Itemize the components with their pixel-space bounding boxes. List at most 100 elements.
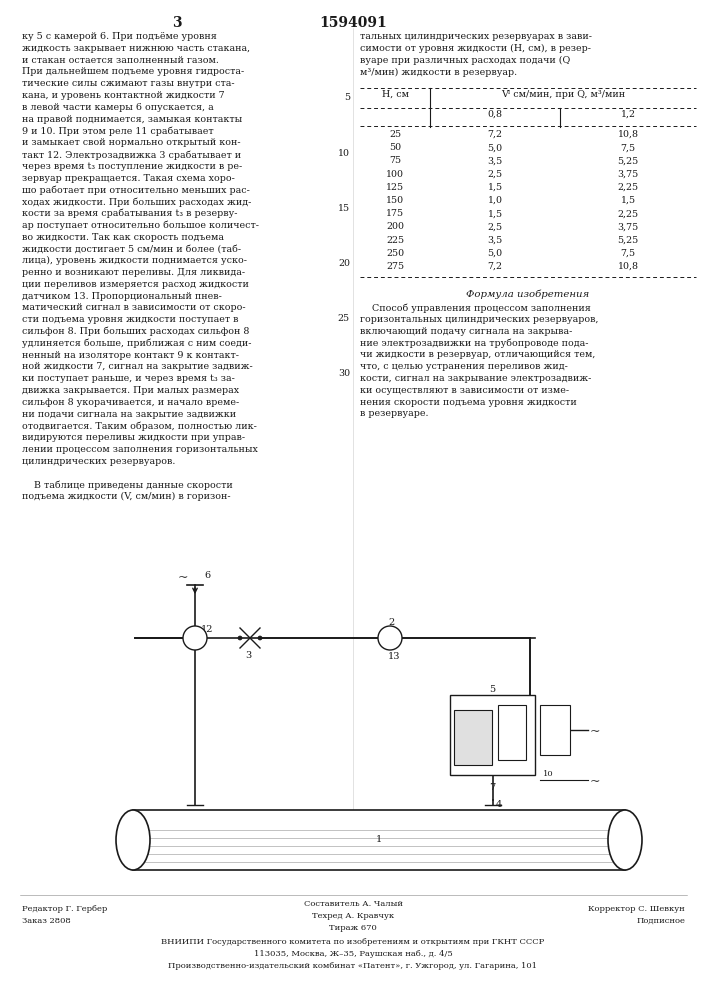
Text: 2: 2 <box>388 618 395 627</box>
Text: 25: 25 <box>389 130 401 139</box>
Text: ку 5 с камерой 6. При подъёме уровня: ку 5 с камерой 6. При подъёме уровня <box>22 32 217 41</box>
Text: 3,75: 3,75 <box>617 222 638 231</box>
Text: 200: 200 <box>386 222 404 231</box>
Text: движка закрывается. При малых размерах: движка закрывается. При малых размерах <box>22 386 239 395</box>
Text: жидкости достигает 5 см/мин и более (таб-: жидкости достигает 5 см/мин и более (таб… <box>22 244 241 253</box>
Text: 25: 25 <box>338 314 350 323</box>
Text: 5: 5 <box>489 685 496 694</box>
Text: сильфон 8. При больших расходах сильфон 8: сильфон 8. При больших расходах сильфон … <box>22 327 250 336</box>
Text: 10,8: 10,8 <box>617 130 638 139</box>
Text: Н, см: Н, см <box>382 90 409 99</box>
Text: симости от уровня жидкости (Н, см), в резер-: симости от уровня жидкости (Н, см), в ре… <box>360 44 591 53</box>
Text: 11: 11 <box>549 726 561 734</box>
Circle shape <box>238 636 242 640</box>
Text: на правой поднимается, замыкая контакты: на правой поднимается, замыкая контакты <box>22 115 243 124</box>
Text: вуаре при различных расходах подачи (Q: вуаре при различных расходах подачи (Q <box>360 56 571 65</box>
Text: ки поступает раньше, и через время t₃ за-: ки поступает раньше, и через время t₃ за… <box>22 374 235 383</box>
Text: Редактор Г. Гербер: Редактор Г. Гербер <box>22 905 107 913</box>
Text: чи жидкости в резервуар, отличающийся тем,: чи жидкости в резервуар, отличающийся те… <box>360 350 595 359</box>
Text: 10: 10 <box>338 149 350 158</box>
Text: кости, сигнал на закрывание электрозадвиж-: кости, сигнал на закрывание электрозадви… <box>360 374 591 383</box>
Text: 125: 125 <box>386 183 404 192</box>
Text: 250: 250 <box>386 249 404 258</box>
Text: 3: 3 <box>245 651 251 660</box>
Text: 9 и 10. При этом реле 11 срабатывает: 9 и 10. При этом реле 11 срабатывает <box>22 126 214 136</box>
Text: лица), уровень жидкости поднимается уско-: лица), уровень жидкости поднимается уско… <box>22 256 247 265</box>
Text: 1,5: 1,5 <box>621 196 636 205</box>
Bar <box>498 705 526 760</box>
Text: матический сигнал в зависимости от скоро-: матический сигнал в зависимости от скоро… <box>22 303 245 312</box>
Text: 225: 225 <box>386 236 404 245</box>
Text: 2,5: 2,5 <box>487 170 503 179</box>
Text: видируются переливы жидкости при управ-: видируются переливы жидкости при управ- <box>22 433 245 442</box>
Text: 150: 150 <box>386 196 404 205</box>
Text: 2,25: 2,25 <box>617 209 638 218</box>
Text: 5,25: 5,25 <box>617 236 638 245</box>
Text: ние электрозадвижки на трубопроводе пода-: ние электрозадвижки на трубопроводе пода… <box>360 339 588 348</box>
Text: 175: 175 <box>386 209 404 218</box>
Text: и замыкает свой нормально открытый кон-: и замыкает свой нормально открытый кон- <box>22 138 240 147</box>
Bar <box>454 710 492 765</box>
Text: удлиняется больше, приближая с ним соеди-: удлиняется больше, приближая с ним соеди… <box>22 339 252 348</box>
Text: 5: 5 <box>344 93 350 102</box>
Text: 6: 6 <box>458 746 464 755</box>
Text: м³/мин) жидкости в резервуар.: м³/мин) жидкости в резервуар. <box>360 67 517 77</box>
Text: сти подъема уровня жидкости поступает в: сти подъема уровня жидкости поступает в <box>22 315 238 324</box>
Text: 2,25: 2,25 <box>617 183 638 192</box>
Text: 7,2: 7,2 <box>488 130 503 139</box>
Text: 275: 275 <box>386 262 404 271</box>
Text: 1: 1 <box>376 835 382 844</box>
Text: 7,2: 7,2 <box>488 262 503 271</box>
Bar <box>450 695 535 775</box>
Text: ~: ~ <box>590 725 600 738</box>
Text: 15: 15 <box>338 204 350 213</box>
Text: 5,25: 5,25 <box>617 156 638 165</box>
Text: В таблице приведены данные скорости: В таблице приведены данные скорости <box>22 480 233 490</box>
Text: 2,5: 2,5 <box>487 222 503 231</box>
Text: цилиндрических резервуаров.: цилиндрических резервуаров. <box>22 457 175 466</box>
Text: Формула изобретения: Формула изобретения <box>467 289 590 299</box>
Text: ненный на изоляторе контакт 9 к контакт-: ненный на изоляторе контакт 9 к контакт- <box>22 351 239 360</box>
Text: 13: 13 <box>388 652 400 661</box>
Text: 1,0: 1,0 <box>488 196 503 205</box>
Text: Vᴵ см/мин, при Q, м³/мин: Vᴵ см/мин, при Q, м³/мин <box>501 90 625 99</box>
Text: 3,75: 3,75 <box>617 170 638 179</box>
Text: 1,2: 1,2 <box>621 110 636 119</box>
Text: 7,5: 7,5 <box>621 143 636 152</box>
Text: отодвигается. Таким образом, полностью лик-: отодвигается. Таким образом, полностью л… <box>22 421 257 431</box>
Text: в левой части камеры 6 опускается, а: в левой части камеры 6 опускается, а <box>22 103 214 112</box>
Circle shape <box>378 626 402 650</box>
Text: кости за время срабатывания t₃ в резерву-: кости за время срабатывания t₃ в резерву… <box>22 209 238 219</box>
Text: 10,8: 10,8 <box>617 262 638 271</box>
Bar <box>133 810 625 870</box>
Text: 75: 75 <box>389 156 401 165</box>
Text: 10: 10 <box>543 770 554 778</box>
Text: 3: 3 <box>173 16 182 30</box>
Text: 4: 4 <box>496 800 502 809</box>
Text: что, с целью устранения переливов жид-: что, с целью устранения переливов жид- <box>360 362 568 371</box>
Text: 3,5: 3,5 <box>487 236 503 245</box>
Text: 9: 9 <box>488 718 493 726</box>
Text: ~: ~ <box>590 775 600 788</box>
Text: ар поступает относительно большое количест-: ар поступает относительно большое количе… <box>22 221 259 230</box>
Text: 7,5: 7,5 <box>621 249 636 258</box>
Text: 8: 8 <box>509 763 515 771</box>
Bar <box>540 705 570 755</box>
Text: Подписное: Подписное <box>636 917 685 925</box>
Text: 6: 6 <box>204 571 210 580</box>
Text: ции переливов измеряется расход жидкости: ции переливов измеряется расход жидкости <box>22 280 249 289</box>
Text: 113035, Москва, Ж–35, Раушская наб., д. 4/5: 113035, Москва, Ж–35, Раушская наб., д. … <box>254 950 452 958</box>
Text: тические силы сжимают газы внутри ста-: тические силы сжимают газы внутри ста- <box>22 79 235 88</box>
Text: 20: 20 <box>338 259 350 268</box>
Text: ходах жидкости. При больших расходах жид-: ходах жидкости. При больших расходах жид… <box>22 197 252 207</box>
Text: включающий подачу сигнала на закрыва-: включающий подачу сигнала на закрыва- <box>360 327 573 336</box>
Text: во жидкости. Так как скорость подъема: во жидкости. Так как скорость подъема <box>22 233 224 242</box>
Text: ВНИИПИ Государственного комитета по изобретениям и открытиям при ГКНТ СССР: ВНИИПИ Государственного комитета по изоб… <box>161 938 544 946</box>
Text: горизонтальных цилиндрических резервуаров,: горизонтальных цилиндрических резервуаро… <box>360 315 599 324</box>
Text: ки осуществляют в зависимости от изме-: ки осуществляют в зависимости от изме- <box>360 386 569 395</box>
Text: зервуар прекращается. Такая схема хоро-: зервуар прекращается. Такая схема хоро- <box>22 174 235 183</box>
Text: тальных цилиндрических резервуарах в зави-: тальных цилиндрических резервуарах в зав… <box>360 32 592 41</box>
Text: Тираж 670: Тираж 670 <box>329 924 377 932</box>
Circle shape <box>258 636 262 640</box>
Text: ной жидкости 7, сигнал на закрытие задвиж-: ной жидкости 7, сигнал на закрытие задви… <box>22 362 252 371</box>
